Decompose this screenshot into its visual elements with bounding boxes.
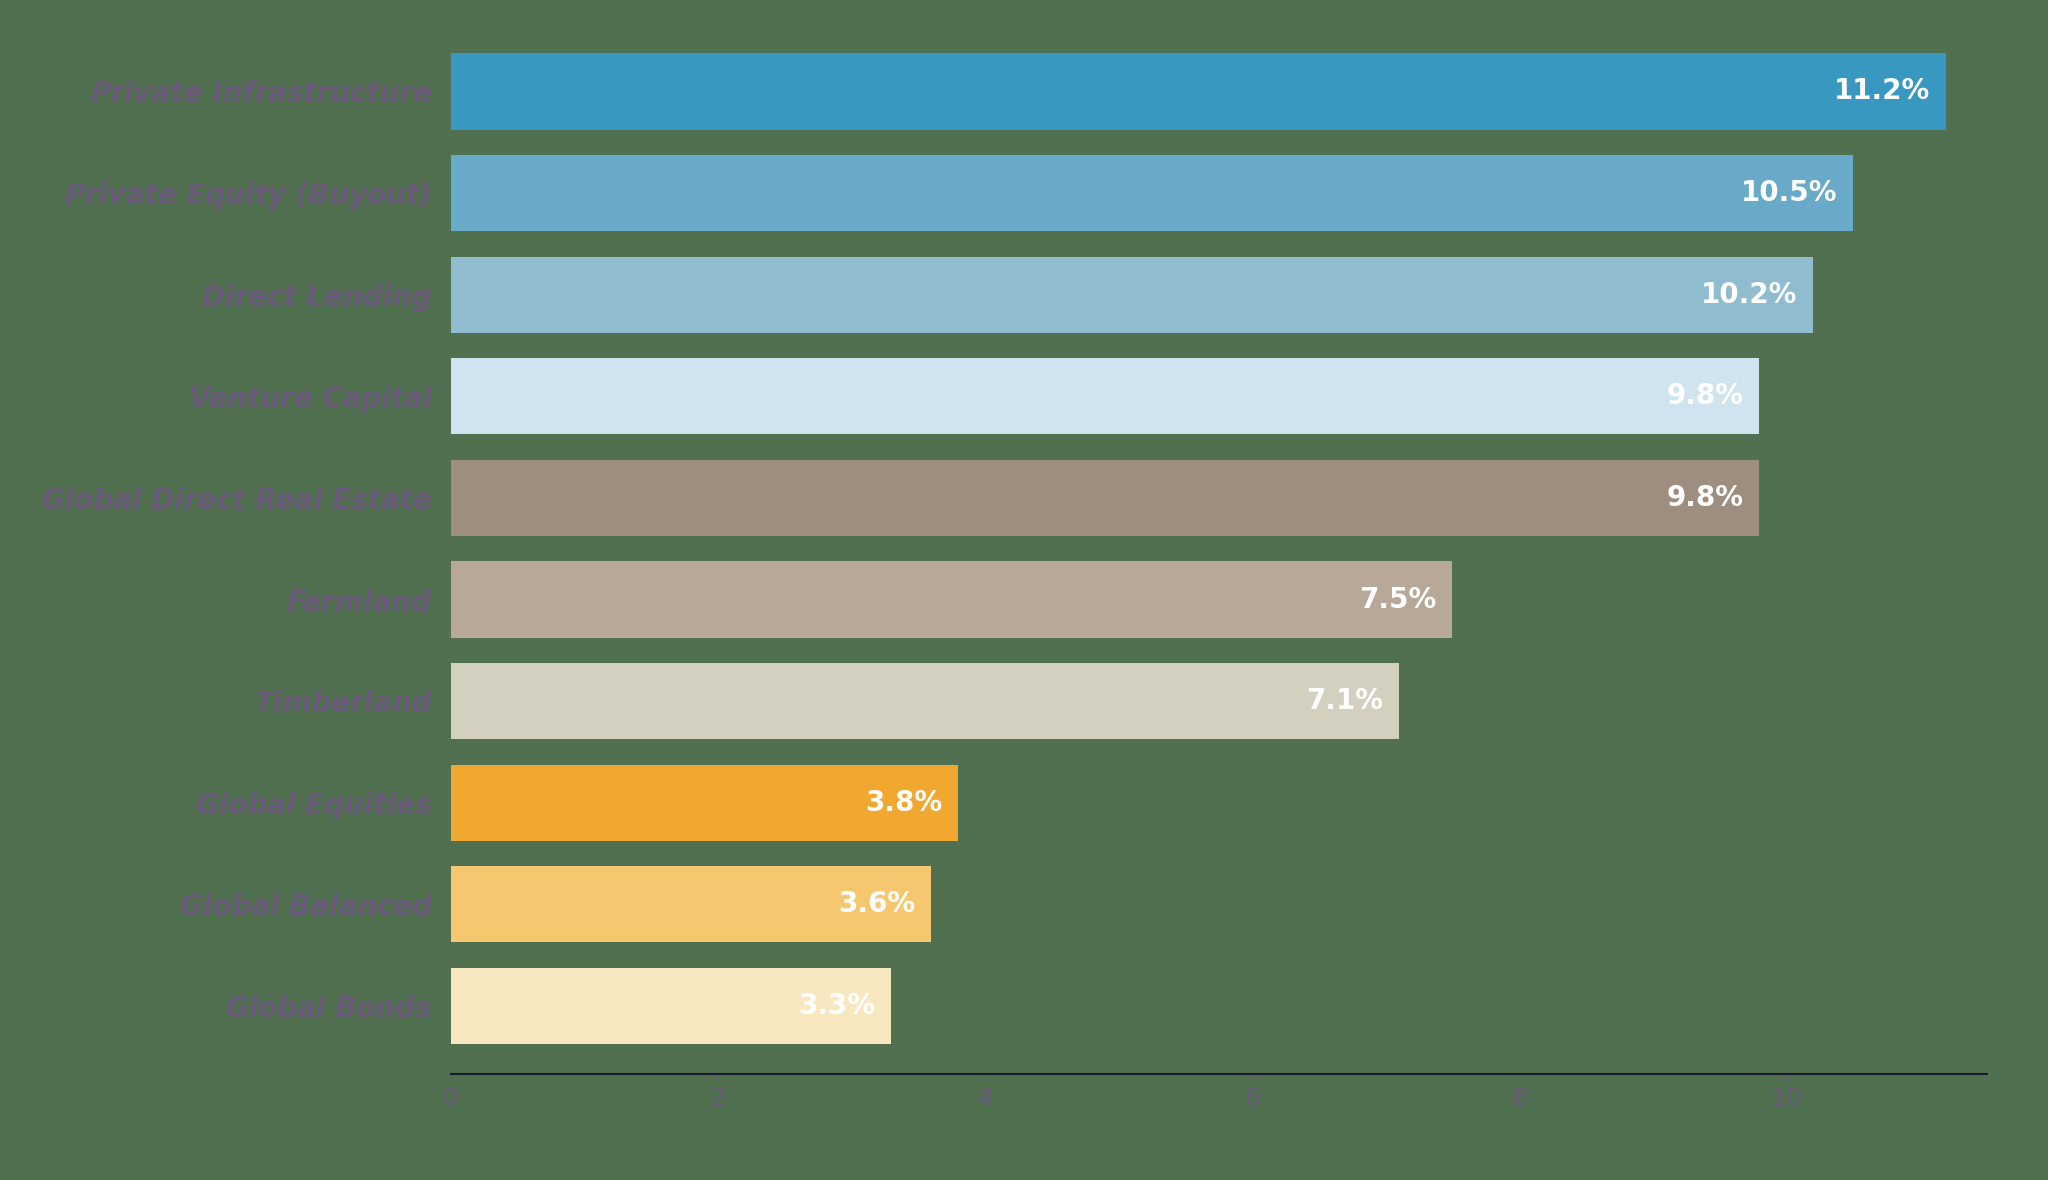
Text: 10.5%: 10.5% — [1741, 179, 1837, 206]
Bar — [451, 765, 958, 841]
Bar — [451, 256, 1812, 333]
Text: 3.8%: 3.8% — [864, 788, 942, 817]
Bar — [451, 155, 1853, 231]
Bar — [451, 460, 1759, 536]
Bar — [451, 53, 1946, 130]
Bar — [451, 866, 932, 943]
Text: 3.6%: 3.6% — [838, 891, 915, 918]
Text: 3.3%: 3.3% — [799, 992, 874, 1020]
Bar — [451, 359, 1759, 434]
Text: 7.5%: 7.5% — [1360, 585, 1436, 614]
Bar — [451, 968, 891, 1044]
Bar — [451, 562, 1452, 637]
Text: 10.2%: 10.2% — [1700, 281, 1796, 309]
Bar — [451, 663, 1399, 739]
Text: 7.1%: 7.1% — [1307, 687, 1382, 715]
Text: 9.8%: 9.8% — [1667, 382, 1743, 411]
Text: 11.2%: 11.2% — [1835, 78, 1931, 105]
Text: 9.8%: 9.8% — [1667, 484, 1743, 512]
